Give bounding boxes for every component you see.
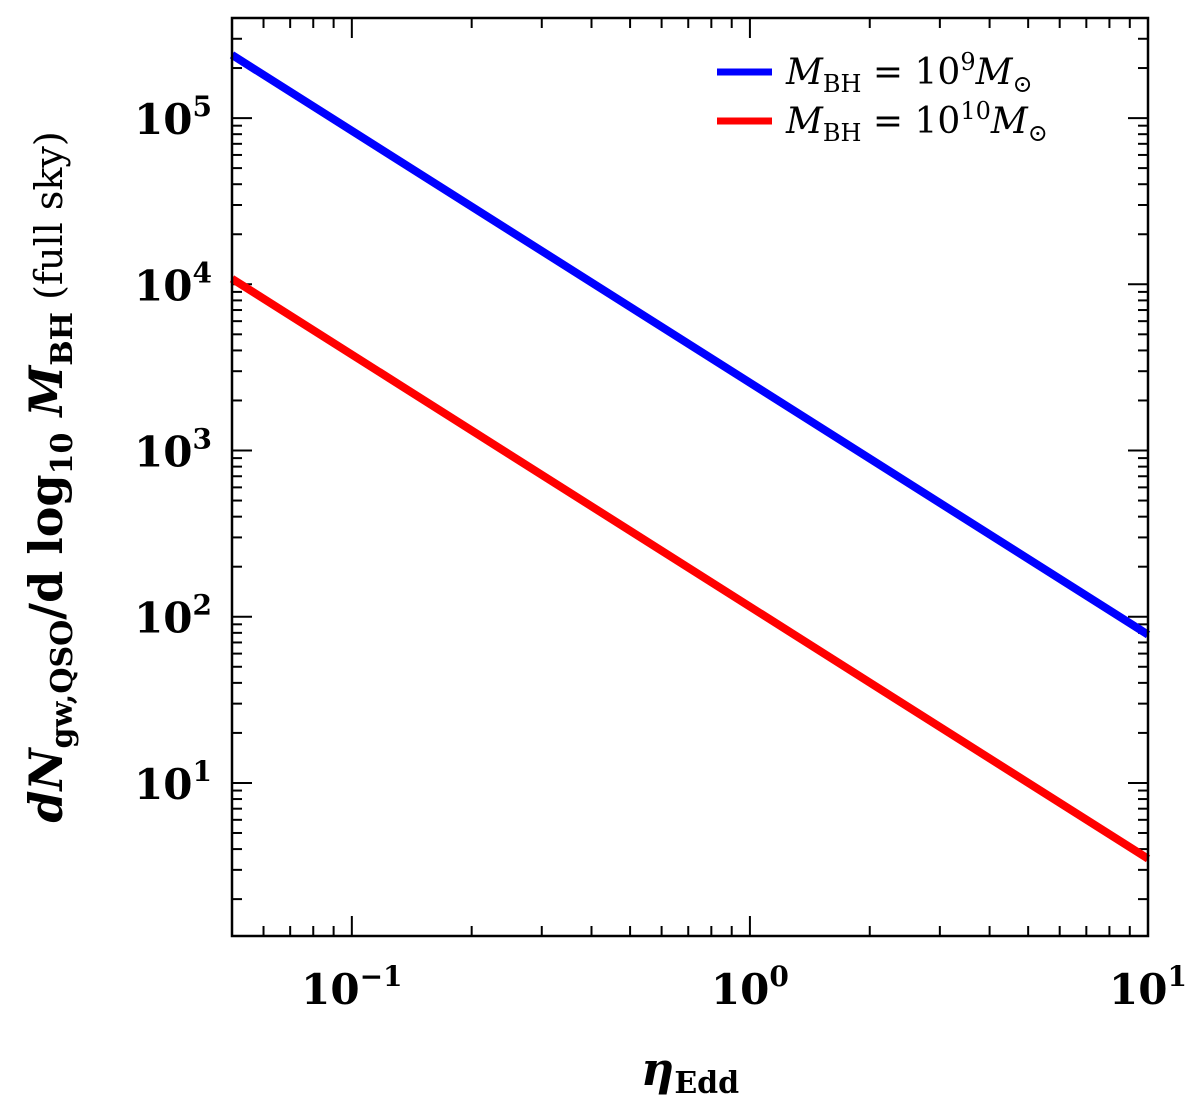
legend-2-eq: = 10 bbox=[861, 101, 960, 142]
y-axis-label-part4: (full sky) bbox=[27, 131, 71, 312]
legend-1-eq: = 10 bbox=[861, 52, 960, 93]
series-line-2 bbox=[229, 275, 1151, 863]
series-lines bbox=[229, 51, 1151, 863]
y-axis-label-sub2: 10 bbox=[45, 433, 80, 475]
x-tick-labels: 10−1 100 101 bbox=[301, 960, 1187, 1014]
legend-2-sup: 10 bbox=[960, 97, 991, 125]
y-tick-label: 103 bbox=[134, 423, 212, 477]
minor-ticks bbox=[231, 17, 1148, 936]
legend-label-series-1: MBH = 109M⊙ bbox=[785, 48, 1033, 98]
legend-2-m2: M bbox=[990, 101, 1029, 142]
x-axis-label-main: η bbox=[641, 1042, 674, 1096]
y-axis-label-sub1: gw,QSO bbox=[45, 620, 80, 749]
y-axis-label-sub3: BH bbox=[45, 312, 80, 366]
y-axis-label-part3: M bbox=[19, 364, 73, 433]
legend: MBH = 109M⊙ MBH = 1010M⊙ bbox=[717, 48, 1048, 147]
legend-2-sub: BH bbox=[823, 119, 862, 147]
x-tick-label: 10−1 bbox=[301, 960, 402, 1014]
x-axis-label-sub: Edd bbox=[674, 1066, 739, 1101]
y-axis-label-part2: /d log bbox=[19, 474, 73, 619]
plot-frame bbox=[230, 16, 1150, 938]
major-ticks bbox=[232, 18, 1149, 936]
y-tick-label: 102 bbox=[134, 589, 212, 643]
x-axis-label: ηEdd bbox=[641, 1042, 739, 1101]
y-tick-label: 105 bbox=[134, 90, 212, 144]
y-tick-label: 101 bbox=[134, 755, 212, 809]
legend-1-m2: M bbox=[975, 52, 1014, 93]
x-tick-label: 100 bbox=[711, 960, 789, 1014]
y-axis-label-part1: dN bbox=[19, 746, 73, 822]
y-axis-label: dNgw,QSO/d log10 MBH (full sky) bbox=[19, 131, 80, 822]
legend-label-series-2: MBH = 1010M⊙ bbox=[785, 97, 1048, 147]
legend-1-sun: ⊙ bbox=[1012, 70, 1032, 98]
legend-2-sun: ⊙ bbox=[1028, 119, 1048, 147]
x-tick-label: 101 bbox=[1109, 960, 1187, 1014]
legend-1-m: M bbox=[785, 52, 824, 93]
series-line-1 bbox=[229, 51, 1151, 639]
legend-1-sub: BH bbox=[823, 70, 862, 98]
y-tick-label: 104 bbox=[134, 256, 212, 310]
y-tick-labels: 101 102 103 104 105 bbox=[134, 90, 212, 809]
legend-2-m: M bbox=[785, 101, 824, 142]
legend-1-sup: 9 bbox=[960, 48, 975, 76]
